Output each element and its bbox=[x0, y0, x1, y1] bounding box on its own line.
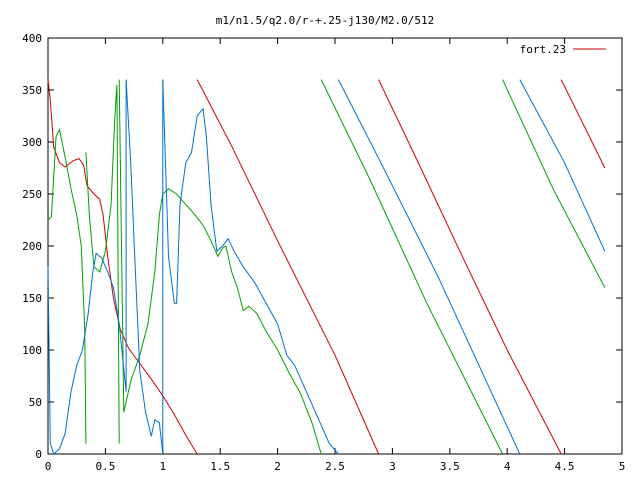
series-3-line bbox=[337, 79, 521, 455]
series-3-line bbox=[519, 79, 606, 252]
series-2 bbox=[47, 79, 606, 455]
series-3-line bbox=[47, 79, 127, 455]
x-tick-label: 1.5 bbox=[210, 460, 230, 473]
y-tick-label: 300 bbox=[22, 136, 42, 149]
series-2-line bbox=[320, 79, 504, 455]
series-1-line bbox=[378, 79, 562, 455]
axis-ticks: 0 0.5 1 1.5 2 2.5 3 3.5 4 4.5 50501001502002503003… bbox=[22, 32, 625, 473]
legend-label-fort-23: fort.23 bbox=[520, 43, 566, 56]
chart-title: m1/n1.5/q2.0/r-+.25-j130/M2.0/512 bbox=[216, 14, 435, 27]
x-tick-label: 1 bbox=[159, 460, 166, 473]
x-tick-label: 4 bbox=[504, 460, 511, 473]
x-tick-label: 3 bbox=[389, 460, 396, 473]
x-tick-label: 2.5 bbox=[325, 460, 345, 473]
y-tick-label: 150 bbox=[22, 292, 42, 305]
x-tick-label: 5 bbox=[619, 460, 626, 473]
series-2-line bbox=[85, 84, 120, 444]
x-tick-label: 2 bbox=[274, 460, 281, 473]
series-3 bbox=[47, 79, 606, 455]
y-tick-label: 50 bbox=[29, 396, 42, 409]
series-1-line bbox=[196, 79, 380, 455]
series-3-line bbox=[162, 79, 339, 455]
y-tick-label: 350 bbox=[22, 84, 42, 97]
series-2-line bbox=[118, 79, 322, 455]
series-2-line bbox=[502, 79, 606, 288]
y-tick-label: 200 bbox=[22, 240, 42, 253]
series-1-line bbox=[47, 79, 198, 455]
legend: fort.23 bbox=[520, 43, 606, 56]
y-tick-label: 100 bbox=[22, 344, 42, 357]
x-tick-label: 4.5 bbox=[555, 460, 575, 473]
y-tick-label: 250 bbox=[22, 188, 42, 201]
x-tick-label: 3.5 bbox=[440, 460, 460, 473]
y-tick-label: 0 bbox=[35, 448, 42, 461]
x-tick-label: 0.5 bbox=[95, 460, 115, 473]
series-layer bbox=[47, 79, 606, 455]
series-1-line bbox=[560, 79, 606, 169]
y-tick-label: 400 bbox=[22, 32, 42, 45]
series-1 bbox=[47, 79, 606, 455]
series-2-line bbox=[47, 127, 87, 444]
series-3-line bbox=[125, 79, 164, 455]
x-tick-label: 0 bbox=[45, 460, 52, 473]
